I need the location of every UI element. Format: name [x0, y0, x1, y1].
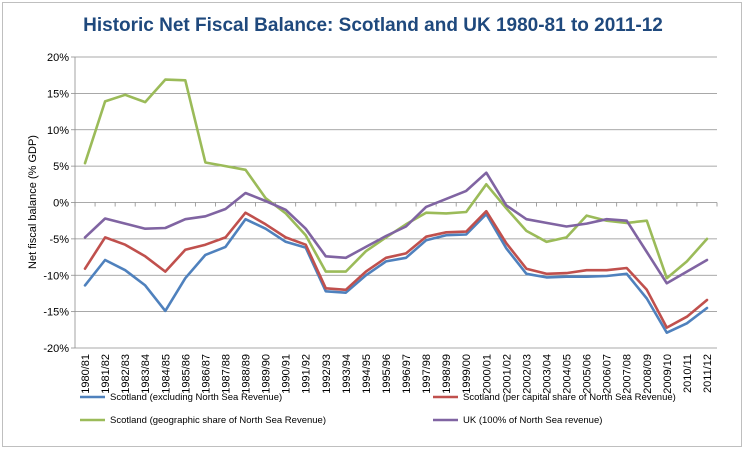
- x-tick-label: 1987/88: [220, 354, 232, 394]
- x-tick-label: 2010/11: [682, 354, 694, 393]
- line-chart: Historic Net Fiscal Balance: Scotland an…: [27, 15, 718, 426]
- x-tick-label: 1998/99: [441, 354, 453, 394]
- series-line: [83, 212, 709, 335]
- x-tick-label: 2002/03: [521, 354, 533, 394]
- x-tick-label: 1982/83: [120, 354, 132, 394]
- chart-title: Historic Net Fiscal Balance: Scotland an…: [83, 15, 663, 36]
- legend-label: Scotland (excluding North Sea Revenue): [110, 392, 282, 403]
- y-axis-title: Net fiscal balance (% GDP): [27, 135, 39, 269]
- x-tick-label: 1981/82: [100, 354, 112, 394]
- x-tick-label: 2003/04: [541, 354, 553, 394]
- x-tick-label: 1988/89: [241, 354, 253, 394]
- y-tick-label: -15%: [43, 307, 69, 319]
- x-tick-label: 1993/94: [341, 354, 353, 394]
- x-tick-label: 1996/97: [401, 354, 413, 394]
- x-tick-label: 2001/02: [501, 354, 513, 394]
- x-tick-label: 2000/01: [481, 354, 493, 394]
- x-tick-label: 2005/06: [582, 354, 594, 394]
- series-line: [83, 209, 709, 329]
- x-tick-label: 2008/09: [642, 354, 654, 394]
- x-tick-label: 1983/84: [140, 354, 152, 394]
- x-tick-label: 2004/05: [562, 354, 574, 394]
- series-line: [83, 78, 709, 280]
- x-tick-label: 1980/81: [80, 354, 92, 394]
- legend-label: UK (100% of North Sea revenue): [463, 415, 602, 426]
- legend: Scotland (excluding North Sea Revenue) Sc…: [80, 392, 676, 426]
- y-tick-label: 0%: [53, 198, 69, 210]
- plot-area: 20% 15% 10% 5% 0% -5% -10% -15% -20% 1980/81 1981/…: [43, 52, 718, 394]
- y-tick-label: 15%: [47, 88, 69, 100]
- x-tick-label: 1990/91: [281, 354, 293, 394]
- y-tick-label: -20%: [43, 343, 69, 355]
- y-tick-label: 10%: [47, 125, 69, 137]
- legend-label: Scotland (per capital share of North Sea…: [463, 392, 676, 403]
- x-tick-label: 1995/96: [381, 354, 393, 394]
- x-tick-label: 1999/00: [461, 354, 473, 394]
- y-tick-label: 20%: [47, 52, 69, 64]
- x-tick-label: 1986/87: [200, 354, 212, 394]
- x-tick-label: 1984/85: [160, 354, 172, 394]
- x-tick-label: 1989/90: [261, 354, 273, 394]
- y-tick-label: 5%: [53, 161, 69, 173]
- x-tick-label: 1985/86: [180, 354, 192, 394]
- x-tick-label: 1994/95: [361, 354, 373, 394]
- chart-frame: Historic Net Fiscal Balance: Scotland an…: [2, 2, 742, 447]
- y-tick-label: -5%: [49, 234, 69, 246]
- x-tick-label: 1991/92: [301, 354, 313, 394]
- x-tick-label: 1992/93: [321, 354, 333, 394]
- x-tick-label: 2011/12: [702, 354, 714, 393]
- x-tick-label: 2007/08: [622, 354, 634, 394]
- x-tick-label: 2006/07: [602, 354, 614, 394]
- series-line: [83, 171, 709, 285]
- x-tick-label: 2009/10: [662, 354, 674, 394]
- legend-label: Scotland (geographic share of North Sea …: [110, 415, 326, 426]
- y-tick-label: -10%: [43, 270, 69, 282]
- x-tick-label: 1997/98: [421, 354, 433, 394]
